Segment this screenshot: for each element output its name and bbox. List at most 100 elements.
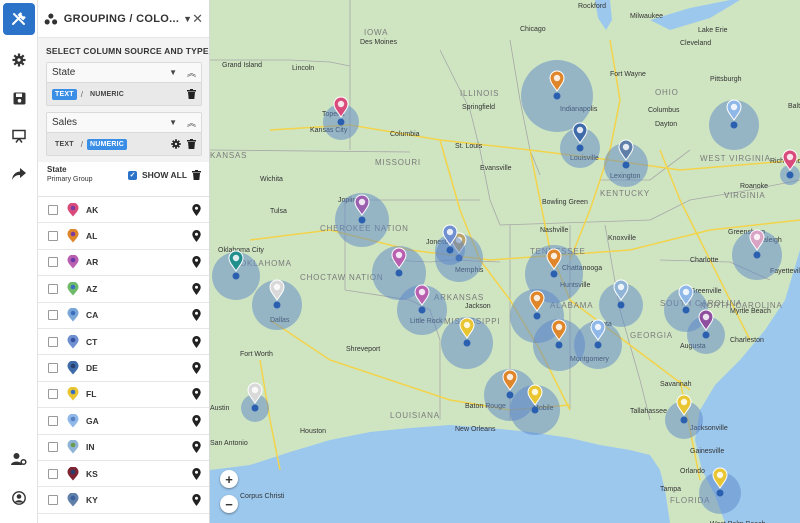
marker-cluster[interactable]: [665, 394, 703, 439]
list-item[interactable]: CT: [38, 329, 209, 356]
list-item[interactable]: AK: [38, 197, 209, 224]
map-label: Lincoln: [292, 65, 314, 72]
list-item[interactable]: IN: [38, 435, 209, 461]
account-button[interactable]: [3, 482, 35, 514]
marker-cluster[interactable]: [323, 96, 359, 140]
list-item[interactable]: DE: [38, 355, 209, 382]
location-pin-icon[interactable]: [192, 362, 201, 375]
collapse-up-icon[interactable]: ︽: [186, 118, 196, 128]
column-select-sales[interactable]: Sales ▼ ︽: [47, 113, 201, 133]
marker-cluster[interactable]: [687, 309, 725, 354]
location-pin-icon[interactable]: [192, 441, 201, 454]
trash-icon[interactable]: [187, 139, 196, 149]
marker-cluster[interactable]: [533, 319, 585, 371]
location-pin-icon[interactable]: [192, 230, 201, 243]
item-checkbox[interactable]: [48, 468, 58, 479]
item-checkbox[interactable]: [48, 442, 58, 453]
marker-cluster[interactable]: [212, 250, 260, 300]
marker-cluster[interactable]: [241, 382, 269, 422]
location-pin-icon[interactable]: [192, 335, 201, 348]
marker-pin-icon: [67, 281, 79, 296]
presentation-button[interactable]: [3, 120, 35, 152]
location-pin-icon[interactable]: [192, 467, 201, 480]
marker-cluster[interactable]: [780, 149, 800, 185]
item-checkbox[interactable]: [48, 415, 58, 426]
marker-cluster[interactable]: [335, 193, 389, 247]
map-label: MISSOURI: [375, 158, 421, 167]
location-pin-icon[interactable]: [192, 256, 201, 269]
item-checkbox[interactable]: [48, 494, 58, 505]
list-item[interactable]: AZ: [38, 276, 209, 303]
item-checkbox[interactable]: [48, 336, 58, 347]
zoom-out-button[interactable]: −: [220, 495, 238, 513]
map-label: ILLINOIS: [460, 89, 499, 98]
item-checkbox[interactable]: [48, 204, 58, 215]
collapse-up-icon[interactable]: ︽: [186, 68, 196, 78]
map-view[interactable]: IOWA Des Moines Chicago Cleveland Pittsburgh…: [210, 0, 800, 523]
map-label: LOUISIANA: [390, 411, 440, 420]
marker-cluster[interactable]: [604, 139, 648, 187]
column-select-state[interactable]: State ▼ ︽: [47, 63, 201, 83]
settings-button[interactable]: [3, 44, 35, 76]
text-type-button[interactable]: TEXT: [52, 88, 77, 100]
list-item[interactable]: FL: [38, 382, 209, 409]
close-icon[interactable]: ✕: [192, 10, 203, 26]
list-item[interactable]: KY: [38, 487, 209, 514]
marker-cluster[interactable]: [699, 467, 741, 514]
marker-cluster[interactable]: [252, 279, 302, 330]
text-type-button[interactable]: TEXT: [55, 140, 74, 148]
gear-icon: [12, 53, 26, 67]
marker-cluster[interactable]: [525, 245, 583, 303]
location-pin-icon[interactable]: [192, 493, 201, 506]
list-item[interactable]: GA: [38, 408, 209, 435]
item-checkbox[interactable]: [48, 231, 58, 242]
numeric-type-button[interactable]: NUMERIC: [86, 138, 128, 150]
chevron-down-icon[interactable]: ▼: [169, 68, 177, 77]
list-item[interactable]: CA: [38, 303, 209, 329]
location-pin-icon[interactable]: [192, 203, 201, 216]
marker-cluster[interactable]: [709, 99, 759, 150]
list-item[interactable]: AR: [38, 250, 209, 277]
item-checkbox[interactable]: [48, 283, 58, 294]
tools-button[interactable]: [3, 3, 35, 35]
location-pin-icon[interactable]: [192, 309, 201, 322]
share-button[interactable]: [3, 158, 35, 190]
list-item[interactable]: KS: [38, 461, 209, 488]
marker-cluster[interactable]: [560, 122, 600, 168]
item-checkbox[interactable]: [48, 389, 58, 400]
marker-pin-icon: [67, 361, 79, 375]
marker-cluster[interactable]: [435, 224, 465, 265]
item-checkbox[interactable]: [48, 257, 58, 268]
location-pin-icon[interactable]: [192, 282, 201, 295]
user-settings-button[interactable]: [3, 443, 35, 475]
map-label: Roanoke: [740, 183, 768, 190]
chevron-down-icon[interactable]: ▼: [183, 13, 193, 24]
show-all-checkbox[interactable]: ✓ SHOW ALL: [128, 170, 187, 180]
marker-pin-icon: [67, 229, 79, 243]
numeric-type-button[interactable]: NUMERIC: [89, 90, 125, 98]
marker-cluster[interactable]: [372, 246, 426, 300]
map-label: Nashville: [540, 227, 569, 234]
gear-icon[interactable]: [171, 139, 181, 149]
trash-icon[interactable]: [192, 170, 201, 180]
item-checkbox[interactable]: [48, 310, 58, 321]
marker-cluster[interactable]: [732, 229, 782, 280]
map-label: Jacksonville: [690, 425, 728, 432]
lake-erie: [650, 0, 740, 30]
marker-cluster[interactable]: [574, 319, 622, 369]
marker-cluster[interactable]: [521, 60, 593, 132]
chevron-down-icon[interactable]: ▼: [169, 118, 177, 127]
item-checkbox[interactable]: [48, 363, 58, 374]
map-canvas[interactable]: IOWA Des Moines Chicago Cleveland Pittsburgh…: [210, 0, 800, 523]
trash-icon[interactable]: [187, 89, 196, 99]
zoom-in-button[interactable]: +: [220, 470, 238, 488]
save-button[interactable]: [3, 82, 35, 114]
map-label: Fayetteville: [770, 268, 800, 275]
marker-cluster[interactable]: [599, 279, 643, 327]
marker-cluster[interactable]: [510, 384, 560, 435]
list-item[interactable]: AL: [38, 223, 209, 250]
marker-cluster[interactable]: [441, 317, 493, 369]
marker-cluster[interactable]: [397, 284, 447, 335]
location-pin-icon[interactable]: [192, 388, 201, 401]
location-pin-icon[interactable]: [192, 414, 201, 427]
